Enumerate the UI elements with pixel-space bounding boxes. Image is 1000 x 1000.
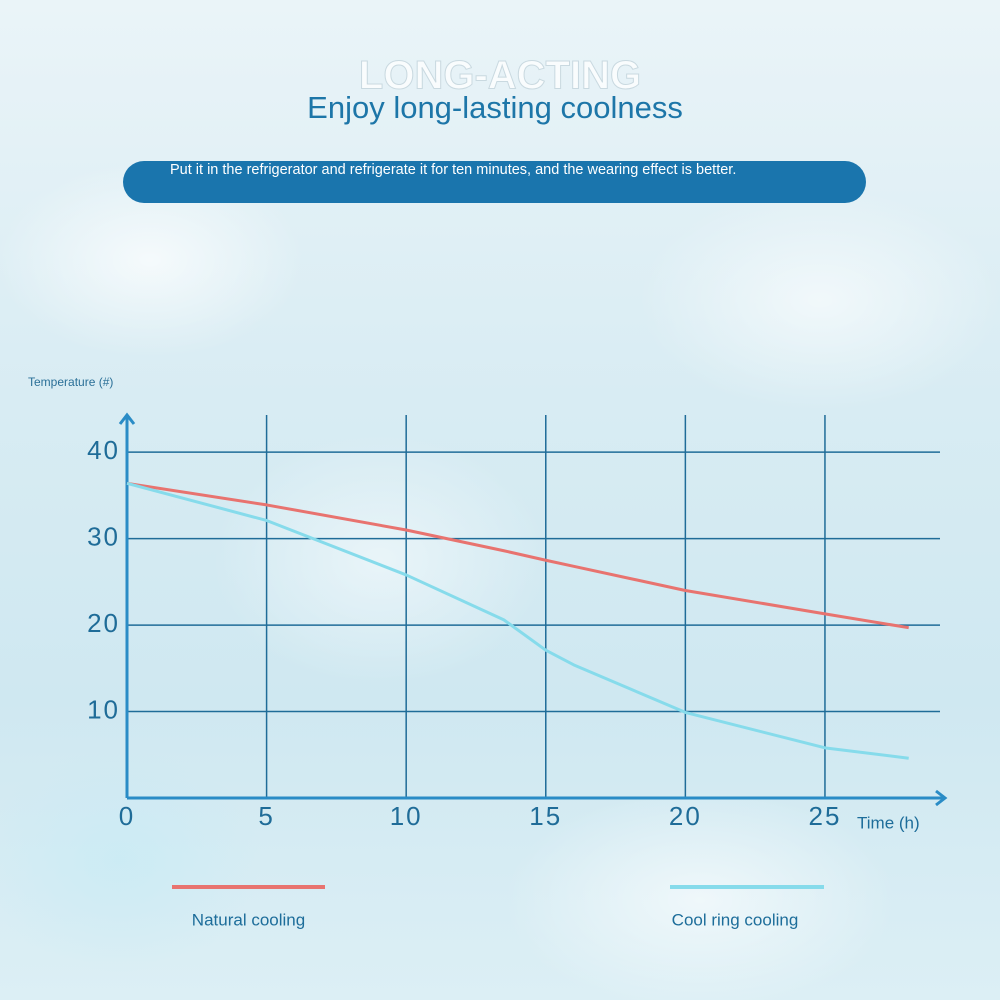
x-tick-label: 0: [119, 801, 135, 831]
subtitle: Put it in the refrigerator and refrigera…: [170, 163, 737, 178]
chart-title: Enjoy long-lasting coolness: [307, 90, 683, 125]
y-tick-label: 40: [87, 435, 120, 465]
x-tick-label: 10: [390, 801, 423, 831]
subtitle-pill: [123, 161, 866, 203]
background-text: LONG-ACTING: [359, 54, 641, 98]
y-tick-label: 30: [87, 522, 120, 552]
y-axis-label: Temperature (#): [28, 375, 113, 389]
x-axis-label: Time (h): [857, 813, 920, 832]
y-axis: [118, 412, 136, 798]
y-tick-label: 20: [87, 608, 120, 638]
x-tick-label: 15: [529, 801, 562, 831]
series-line: [126, 481, 909, 630]
x-tick-label: 25: [808, 801, 841, 831]
series-line: [126, 481, 909, 760]
legend-label: Natural cooling: [192, 910, 305, 929]
legend-label: Cool ring cooling: [672, 910, 799, 929]
y-tick-label: 10: [87, 694, 120, 724]
subtitle-box: Put it in the refrigerator and refrigera…: [170, 163, 737, 178]
x-tick-label: 5: [258, 801, 274, 831]
x-tick-label: 20: [669, 801, 702, 831]
x-axis: [127, 789, 948, 807]
